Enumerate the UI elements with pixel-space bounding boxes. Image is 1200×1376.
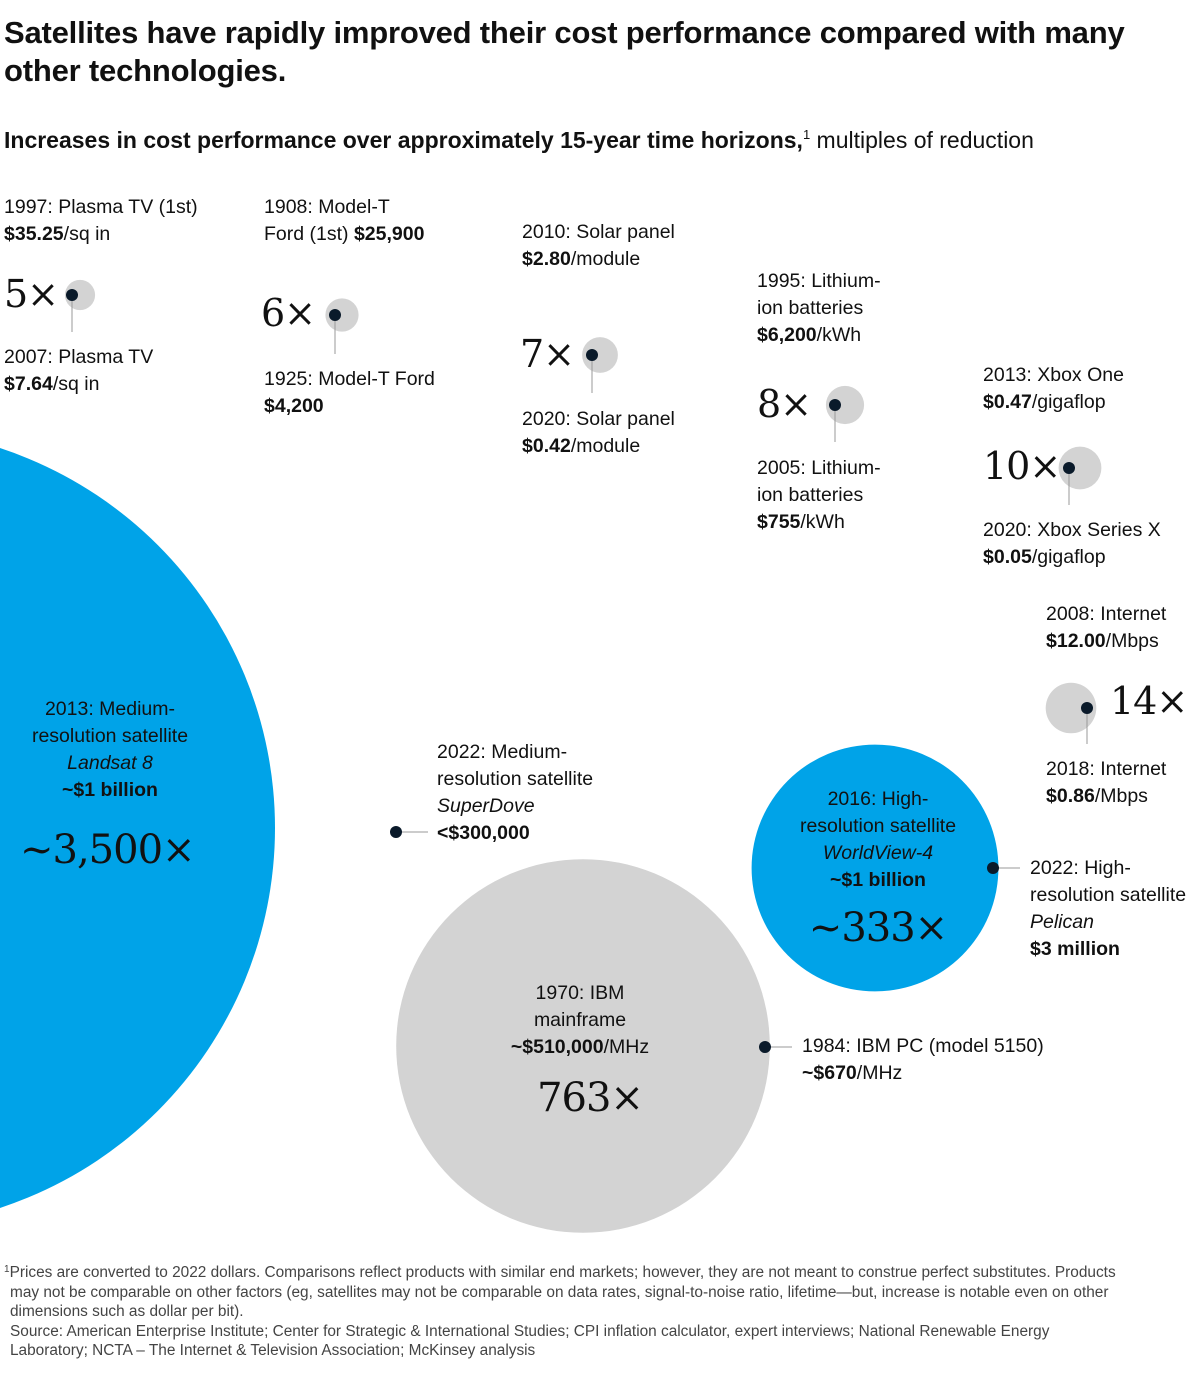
- ibm-after-label: 1984: IBM PC (model 5150) ~$670/MHz: [802, 1035, 1044, 1084]
- source-line-2: Laboratory; NCTA – The Internet & Televi…: [10, 1342, 536, 1359]
- internet-after-label: 2018: Internet $0.86/Mbps: [1046, 758, 1167, 807]
- modelt-marker-dot: [329, 309, 341, 321]
- plasma-multiple: 5×: [4, 272, 59, 316]
- modelt-bubble: [325, 298, 359, 332]
- solar-multiple: 7×: [520, 332, 575, 376]
- internet-before-label: 2008: Internet $12.00/Mbps: [1046, 603, 1167, 652]
- plasma-marker-dot: [66, 289, 78, 301]
- ibm-before-label: 1970: IBM mainframe ~$510,000/MHz: [510, 982, 650, 1058]
- subtitle-footnote-marker: 1: [802, 127, 811, 142]
- ibm-marker-dot: [759, 1041, 771, 1053]
- highres-before-label: 2016: High-resolution satellite WorldView…: [799, 788, 957, 891]
- footnote-line-1: Prices are converted to 2022 dollars. Co…: [9, 1264, 1116, 1281]
- modelt-before-label: 1908: Model-T Ford (1st) $25,900: [264, 196, 425, 245]
- chart-subtitle: Increases in cost performance over appro…: [4, 120, 1194, 155]
- highres-after-label: 2022: High-resolution satellite Pelican $3…: [1030, 857, 1187, 960]
- modelt-after-label: 1925: Model-T Ford $4,200: [264, 368, 435, 417]
- chart-title: Satellites have rapidly improved their c…: [4, 15, 1125, 88]
- dots-layer: [66, 289, 1093, 1053]
- xbox-before-label: 2013: Xbox One $0.47/gigaflop: [983, 364, 1124, 413]
- xbox-marker-dot: [1063, 462, 1075, 474]
- solar-bubble: [582, 337, 618, 373]
- highres-bubble: [751, 744, 999, 992]
- plasma-before-label: 1997: Plasma TV (1st) $35.25/sq in: [4, 196, 198, 245]
- plasma-after-label: 2007: Plasma TV $7.64/sq in: [4, 346, 154, 395]
- source-line-1: Source: American Enterprise Institute; C…: [10, 1322, 1050, 1340]
- lithium-marker-dot: [829, 399, 841, 411]
- mediumres-bubble: [0, 448, 275, 1208]
- internet-marker-dot: [1081, 702, 1093, 714]
- solar-marker-dot: [586, 349, 598, 361]
- mediumres-after-label: 2022: Medium-resolution satellite SuperDo…: [437, 741, 594, 844]
- lithium-after-label: 2005: Lithium-ion batteries $755/kWh: [757, 457, 881, 533]
- footnote-line-2: may not be comparable on other factors (…: [10, 1283, 1109, 1301]
- footnote-marker: 1: [4, 1264, 10, 1275]
- internet-multiple: 14×: [1110, 679, 1188, 723]
- highres-multiple: ~333×: [808, 905, 948, 951]
- footnote: 1Prices are converted to 2022 dollars. C…: [4, 1260, 1196, 1361]
- xbox-multiple: 10×: [983, 444, 1061, 488]
- internet-bubble: [1045, 682, 1097, 734]
- footnote-line-3: dimensions such as dollar per bit).: [10, 1303, 244, 1320]
- solar-before-label: 2010: Solar panel $2.80/module: [522, 221, 675, 270]
- subtitle-main: Increases in cost performance over appro…: [4, 127, 803, 153]
- modelt-multiple: 6×: [261, 291, 316, 335]
- lithium-before-label: 1995: Lithium-ion batteries $6,200/kWh: [757, 270, 881, 346]
- highres-marker-dot: [987, 862, 999, 874]
- ibm-multiple: 763×: [537, 1075, 644, 1121]
- solar-after-label: 2020: Solar panel $0.42/module: [522, 408, 675, 457]
- xbox-after-label: 2020: Xbox Series X $0.05/gigaflop: [983, 519, 1161, 568]
- mediumres-marker-dot: [390, 826, 402, 838]
- bubbles-layer: [0, 279, 1102, 1233]
- mediumres-before-label: 2013: Medium-resolution satellite Landsat…: [31, 698, 189, 801]
- ibm-bubble: [396, 859, 770, 1233]
- mediumres-multiple: ~3,500×: [20, 827, 196, 873]
- lithium-multiple: 8×: [757, 382, 812, 426]
- subtitle-unit: multiples of reduction: [810, 127, 1034, 153]
